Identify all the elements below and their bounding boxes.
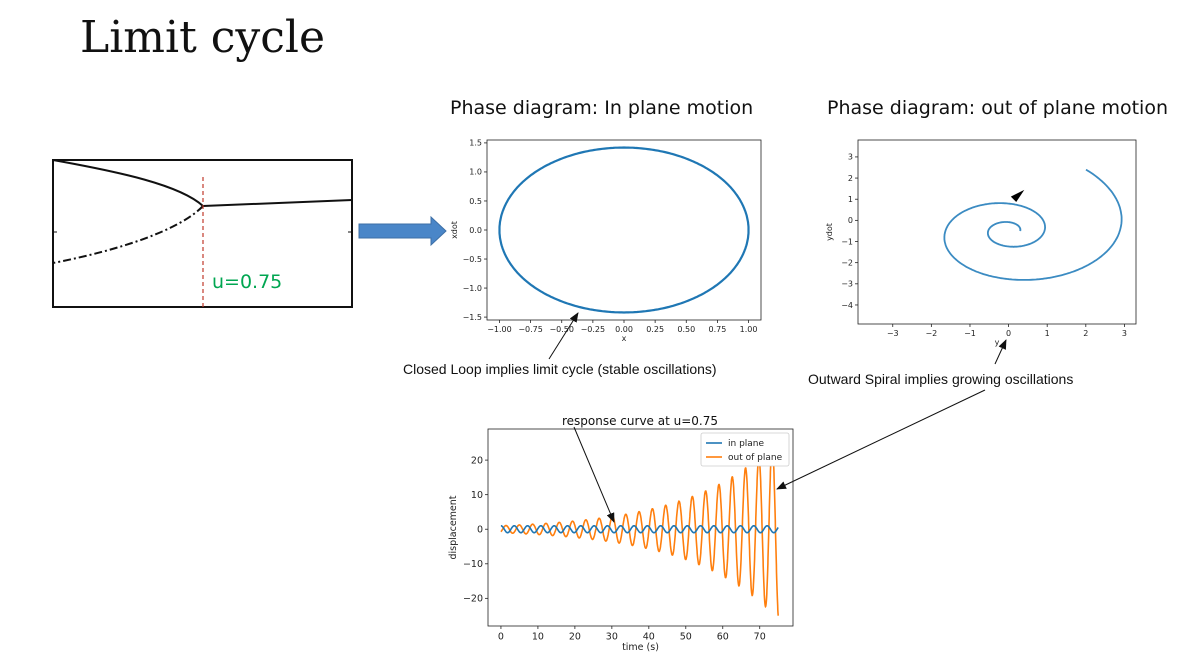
transition-arrow	[358, 215, 447, 247]
plot-frame	[857, 139, 1137, 325]
y-tick-label: 3	[848, 153, 853, 162]
y-tick-label: 20	[471, 455, 483, 466]
series-closed-loop	[498, 146, 750, 314]
bifurcation-diagram: u=0.75	[52, 159, 353, 308]
annotation-arrow-to-in-plane-curve	[573, 426, 615, 523]
plot-frame	[486, 139, 762, 321]
bifurcation-lower-branch	[52, 205, 204, 264]
y-axis-label: xdot	[450, 221, 459, 239]
y-axis-label: ydot	[825, 223, 834, 241]
y-tick-label: 1.5	[469, 139, 482, 148]
bifurcation-upper-branch	[52, 159, 204, 207]
x-axis-label: x	[622, 334, 627, 343]
x-tick-label: 40	[643, 632, 655, 643]
x-tick-label: 0.75	[709, 325, 727, 334]
x-tick-label: −0.50	[549, 325, 574, 334]
slide-title: Limit cycle	[80, 12, 326, 63]
out-of-plane-chart-title: Phase diagram: out of plane motion	[827, 97, 1169, 119]
response-curve-chart: 0 10 20 30 40 50 60 70 −20 −10 0 10 20 time (s) displa…	[448, 414, 794, 653]
series-in-plane	[500, 525, 779, 534]
bifurcation-label: u=0.75	[212, 271, 282, 293]
in-plane-annotation: Closed Loop implies limit cycle (stable …	[403, 361, 717, 377]
x-tick-label: 0.00	[615, 325, 633, 334]
annotation-arrow-to-loop	[548, 312, 579, 360]
y-tick-label: 0	[477, 525, 483, 536]
x-tick-label: −0.75	[518, 325, 543, 334]
series-outward-spiral	[943, 168, 1123, 281]
y-tick-label: 0.5	[469, 197, 482, 206]
annotation-arrow-to-out-of-plane-curve	[776, 389, 986, 490]
x-tick-label: 70	[754, 632, 766, 643]
out-of-plane-phase-chart: −3 −2 −1 0 1 2 3 −4 −3 −2 −1 0 1 2 3 y ydot	[825, 139, 1137, 347]
x-tick-label: 30	[606, 632, 618, 643]
y-axis-label: displacement	[448, 495, 459, 559]
y-tick-label: −1	[841, 237, 853, 246]
x-tick-label: 1	[1045, 329, 1050, 338]
x-tick-label: 60	[717, 632, 729, 643]
x-tick-label: −2	[925, 329, 937, 338]
spiral-direction-arrow	[1010, 189, 1025, 202]
y-tick-label: −10	[463, 559, 483, 570]
x-tick-label: −3	[887, 329, 899, 338]
x-tick-label: 10	[532, 632, 544, 643]
legend-box	[700, 432, 790, 467]
y-tick-label: −3	[841, 280, 853, 289]
x-tick-label: −0.25	[581, 325, 606, 334]
x-axis-label: time (s)	[622, 642, 659, 653]
y-tick-label: 2	[848, 174, 853, 183]
y-tick-label: −4	[841, 301, 853, 310]
out-of-plane-annotation: Outward Spiral implies growing oscillati…	[808, 371, 1074, 387]
x-tick-label: 20	[569, 632, 581, 643]
response-chart-title: response curve at u=0.75	[562, 414, 718, 428]
y-tick-label: 1.0	[469, 168, 482, 177]
series-out-of-plane	[500, 444, 779, 616]
x-tick-label: 0	[1006, 329, 1011, 338]
x-tick-label: 0.25	[646, 325, 664, 334]
x-tick-label: 2	[1083, 329, 1088, 338]
x-tick-label: 0.50	[677, 325, 695, 334]
in-plane-chart-title: Phase diagram: In plane motion	[450, 97, 754, 119]
in-plane-phase-chart: −1.00 −0.75 −0.50 −0.25 0.00 0.25 0.50 0.75 1.00…	[450, 139, 762, 343]
x-tick-label: −1	[964, 329, 976, 338]
x-tick-label: 50	[680, 632, 692, 643]
legend-label: out of plane	[728, 453, 783, 463]
y-tick-label: −0.5	[463, 255, 482, 264]
y-tick-label: 1	[848, 195, 853, 204]
x-tick-label: 0	[498, 632, 504, 643]
y-tick-label: 10	[471, 490, 483, 501]
y-tick-label: −2	[841, 258, 853, 267]
x-tick-label: 1.00	[740, 325, 758, 334]
y-tick-label: −1.5	[463, 313, 482, 322]
y-tick-label: 0	[848, 216, 853, 225]
x-tick-label: 3	[1122, 329, 1127, 338]
bifurcation-right-branch	[202, 199, 353, 207]
y-tick-label: 0.0	[469, 226, 482, 235]
x-axis-label: y	[995, 338, 1000, 347]
x-tick-label: −1.00	[487, 325, 512, 334]
y-tick-label: −20	[463, 594, 483, 605]
chart-legend: in plane out of plane	[700, 432, 790, 467]
annotation-arrow-to-spiral	[994, 339, 1007, 365]
y-tick-label: −1.0	[463, 284, 482, 293]
legend-label: in plane	[728, 439, 764, 449]
